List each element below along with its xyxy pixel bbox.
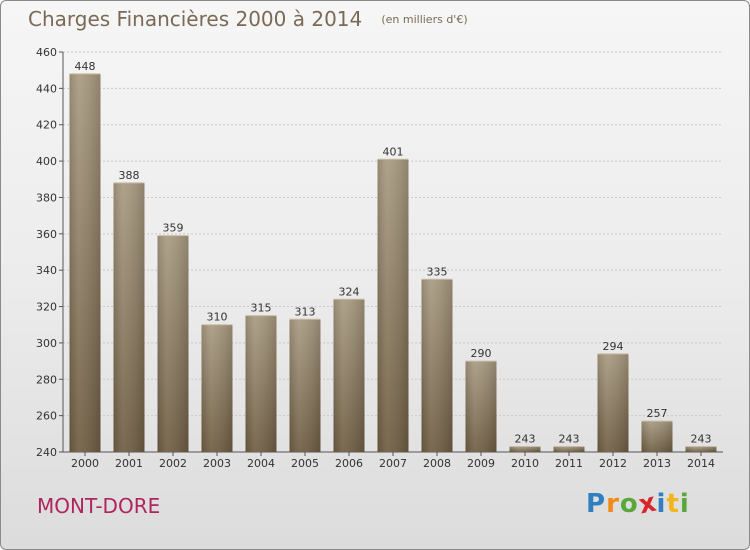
commune-name: MONT-DORE [37,494,161,518]
bar-shade [509,446,541,452]
bar-shade [685,446,717,452]
x-tick-label: 2013 [643,457,671,470]
data-label: 359 [163,222,184,235]
data-label: 294 [603,340,624,353]
x-tick-label: 2014 [687,457,715,470]
data-label: 243 [691,433,712,446]
y-tick-label: 280 [36,373,57,386]
y-tick-label: 360 [36,228,57,241]
x-tick-label: 2007 [379,457,407,470]
bar-shade [245,315,277,452]
x-tick-label: 2012 [599,457,627,470]
data-label: 448 [75,60,96,73]
bar-shade [465,361,497,452]
y-tick-label: 440 [36,82,57,95]
bar-shade [201,324,233,452]
bar-shade [113,182,145,452]
data-label: 324 [339,285,360,298]
data-label: 243 [515,433,536,446]
x-tick-label: 2002 [159,457,187,470]
bar-layer [69,73,717,453]
bar-shade [157,235,189,452]
logo-letter: P [586,489,607,519]
x-tick-label: 2001 [115,457,143,470]
x-tick-label: 2004 [247,457,275,470]
x-tick-label: 2003 [203,457,231,470]
x-tick-label: 2011 [555,457,583,470]
bar-shade [377,159,409,453]
x-tick-label: 2006 [335,457,363,470]
y-tick-label: 400 [36,155,57,168]
logo-letter: r [606,489,620,519]
chart-subtitle: (en milliers d'€) [381,13,468,26]
y-tick-label: 260 [36,410,57,423]
y-tick-label: 460 [36,46,57,59]
data-label: 388 [119,169,140,182]
y-tick-label: 320 [36,301,57,314]
bar-shade [597,353,629,452]
logo-letter: i [679,489,690,519]
bar-shade [641,421,673,452]
y-tick-label: 300 [36,337,57,350]
data-label: 335 [427,265,448,278]
data-label: 401 [383,145,404,158]
bar-shade [421,279,453,452]
data-label: 310 [207,311,228,324]
x-tick-label: 2000 [71,457,99,470]
x-tick-label: 2005 [291,457,319,470]
y-tick-label: 380 [36,191,57,204]
y-tick-label: 240 [36,446,57,459]
axis-layer: 240 260 280 300 320 340 360 380 400 420 440 460 [36,46,723,459]
logo-letter: i [656,489,667,519]
data-label: 315 [251,302,272,315]
logo-letter: o [619,489,639,519]
x-tick-label: 2008 [423,457,451,470]
bar-shade [553,446,585,452]
label-layer: 448 2000 388 2001 359 2002 310 2003 315 2004 313 20… [71,60,715,470]
data-label: 243 [559,433,580,446]
bar-shade [289,319,321,452]
bar-shade [333,299,365,452]
bar-shade [69,73,101,453]
chart-title: Charges Financières 2000 à 2014 [28,7,363,31]
x-tick-label: 2009 [467,457,495,470]
data-label: 290 [471,347,492,360]
x-tick-label: 2010 [511,457,539,470]
data-label: 257 [647,407,668,420]
y-tick-label: 340 [36,264,57,277]
data-label: 313 [295,305,316,318]
proxiti-logo: Proxiti [586,487,690,520]
title-row: Charges Financières 2000 à 2014 (en mill… [28,7,468,31]
logo-letter: t [666,489,680,519]
y-tick-label: 420 [36,119,57,132]
